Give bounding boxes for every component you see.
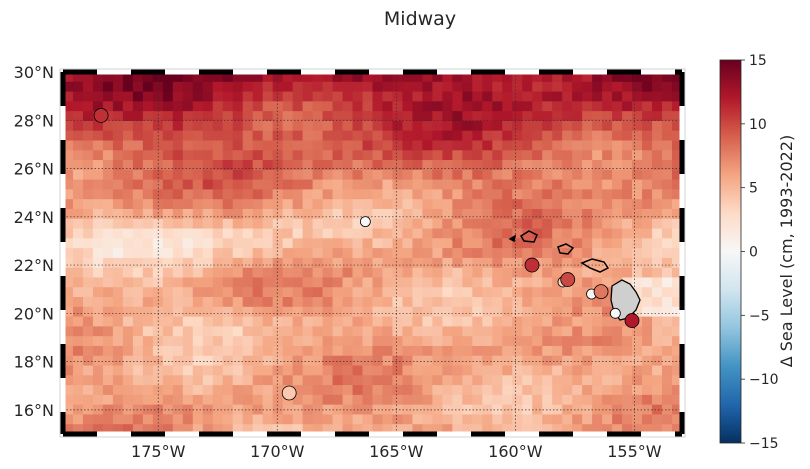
- island-kauai: [519, 230, 538, 243]
- station-marker: [560, 272, 576, 287]
- lon-tick-label: 165°W: [369, 442, 424, 461]
- lat-tick-label: 20°N: [14, 304, 54, 323]
- station-marker: [281, 385, 297, 401]
- colorbar-tick-label: 10: [749, 117, 767, 133]
- island-maui: [580, 258, 610, 273]
- lat-tick-label: 26°N: [14, 160, 54, 179]
- lat-tick-label: 28°N: [14, 111, 54, 130]
- island-oahu: [557, 243, 575, 255]
- tide-gauge-stations: [93, 108, 640, 401]
- lat-tick-label: 16°N: [14, 401, 54, 420]
- map-frame: [59, 68, 686, 438]
- colorbar-tick-label: −10: [749, 372, 779, 388]
- colorbar-gradient: [719, 59, 742, 444]
- axis-tick-labels: 30°N 28°N 26°N 24°N 22°N 20°N 18°N 16°N 175°W 170…: [14, 63, 662, 461]
- lat-tick-label: 22°N: [14, 256, 54, 275]
- colorbar: 15 10 5 0 −5 −10 −15 Δ Sea Level (cm, 1993-202…: [719, 53, 796, 452]
- colorbar-label: Δ Sea Level (cm, 1993-2022): [777, 135, 796, 368]
- lat-tick-label: 30°N: [14, 63, 54, 82]
- station-marker: [93, 108, 109, 123]
- lon-tick-label: 160°W: [488, 442, 543, 461]
- island-niihau: [508, 234, 517, 243]
- sea-level-heatmap: [63, 72, 682, 434]
- lat-tick-label: 18°N: [14, 353, 54, 372]
- colorbar-ticks: 15 10 5 0 −5 −10 −15: [741, 53, 779, 452]
- colorbar-tick-label: 15: [749, 53, 767, 69]
- lon-tick-label: 175°W: [131, 442, 186, 461]
- station-marker: [624, 313, 640, 328]
- colorbar-tick-label: −15: [749, 436, 779, 452]
- station-marker: [593, 284, 609, 300]
- map-title: Midway: [383, 8, 457, 30]
- station-marker: [359, 216, 371, 228]
- lon-tick-label: 170°W: [250, 442, 305, 461]
- colorbar-tick-label: 5: [749, 181, 758, 197]
- lat-tick-label: 24°N: [14, 208, 54, 227]
- colorbar-tick-label: −5: [749, 308, 770, 324]
- station-marker: [609, 307, 621, 319]
- lon-tick-label: 155°W: [607, 442, 662, 461]
- station-marker: [524, 257, 540, 273]
- colorbar-tick-label: 0: [749, 245, 758, 261]
